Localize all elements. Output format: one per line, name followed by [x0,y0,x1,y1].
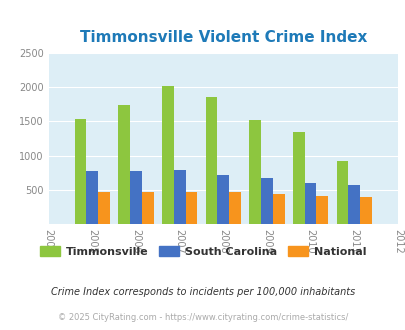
Bar [217,175,229,224]
Bar [347,184,359,224]
Bar [249,120,260,224]
Bar [205,97,217,224]
Legend: Timmonsville, South Carolina, National: Timmonsville, South Carolina, National [36,243,369,260]
Bar [359,197,371,224]
Bar [304,183,316,224]
Bar [173,170,185,224]
Bar [118,105,130,224]
Bar [86,171,98,224]
Text: Crime Index corresponds to incidents per 100,000 inhabitants: Crime Index corresponds to incidents per… [51,287,354,297]
Bar [229,192,241,224]
Bar [98,192,110,224]
Bar [260,179,272,224]
Bar [162,86,173,224]
Bar [292,132,304,224]
Bar [75,119,86,224]
Bar [142,192,153,224]
Bar [272,194,284,224]
Bar [185,192,197,224]
Text: © 2025 CityRating.com - https://www.cityrating.com/crime-statistics/: © 2025 CityRating.com - https://www.city… [58,313,347,322]
Bar [316,196,328,224]
Bar [130,171,142,224]
Bar [336,161,347,224]
Title: Timmonsville Violent Crime Index: Timmonsville Violent Crime Index [79,30,366,45]
